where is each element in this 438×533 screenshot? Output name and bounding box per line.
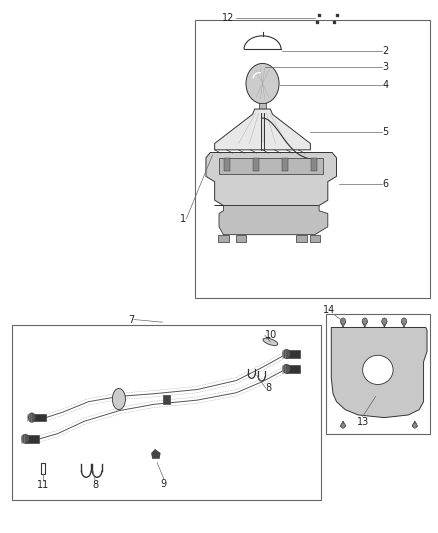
Bar [286,365,300,373]
Circle shape [362,318,367,324]
Bar [253,158,259,171]
Circle shape [341,423,345,428]
Ellipse shape [113,389,125,410]
Bar [41,463,45,474]
Ellipse shape [363,356,393,384]
Text: 5: 5 [382,127,389,137]
Bar [12,325,321,500]
Bar [259,103,266,109]
Bar [25,435,39,442]
Circle shape [283,349,290,359]
Polygon shape [163,395,170,405]
Bar [297,235,307,241]
Bar [218,235,229,241]
Bar [224,158,230,171]
Bar [310,235,320,241]
Text: 1: 1 [180,214,186,224]
Text: 2: 2 [382,46,389,56]
Circle shape [21,434,29,443]
Bar [195,20,430,298]
Polygon shape [206,152,336,206]
Text: 10: 10 [265,330,277,341]
Text: 14: 14 [322,305,335,316]
Bar [32,414,46,421]
Circle shape [413,423,417,428]
Text: 6: 6 [382,179,389,189]
Circle shape [401,318,406,324]
Circle shape [246,63,279,104]
Text: 3: 3 [382,62,389,72]
Polygon shape [215,206,328,235]
Bar [219,158,323,174]
Polygon shape [331,327,427,418]
Text: 11: 11 [37,480,49,490]
Text: 7: 7 [128,314,134,325]
Bar [311,158,318,171]
Bar [286,350,300,358]
Text: 9: 9 [161,479,167,489]
Circle shape [382,318,387,324]
Text: 8: 8 [92,480,98,490]
Polygon shape [215,109,311,150]
Text: 4: 4 [382,79,389,90]
Bar [236,235,246,241]
Circle shape [28,413,36,422]
Circle shape [283,364,290,374]
Bar [325,314,430,433]
Text: 13: 13 [357,417,369,426]
Ellipse shape [263,338,278,345]
Bar [282,158,288,171]
Circle shape [340,318,346,324]
Polygon shape [152,449,160,458]
Text: 12: 12 [222,13,234,23]
Text: 8: 8 [265,383,272,393]
